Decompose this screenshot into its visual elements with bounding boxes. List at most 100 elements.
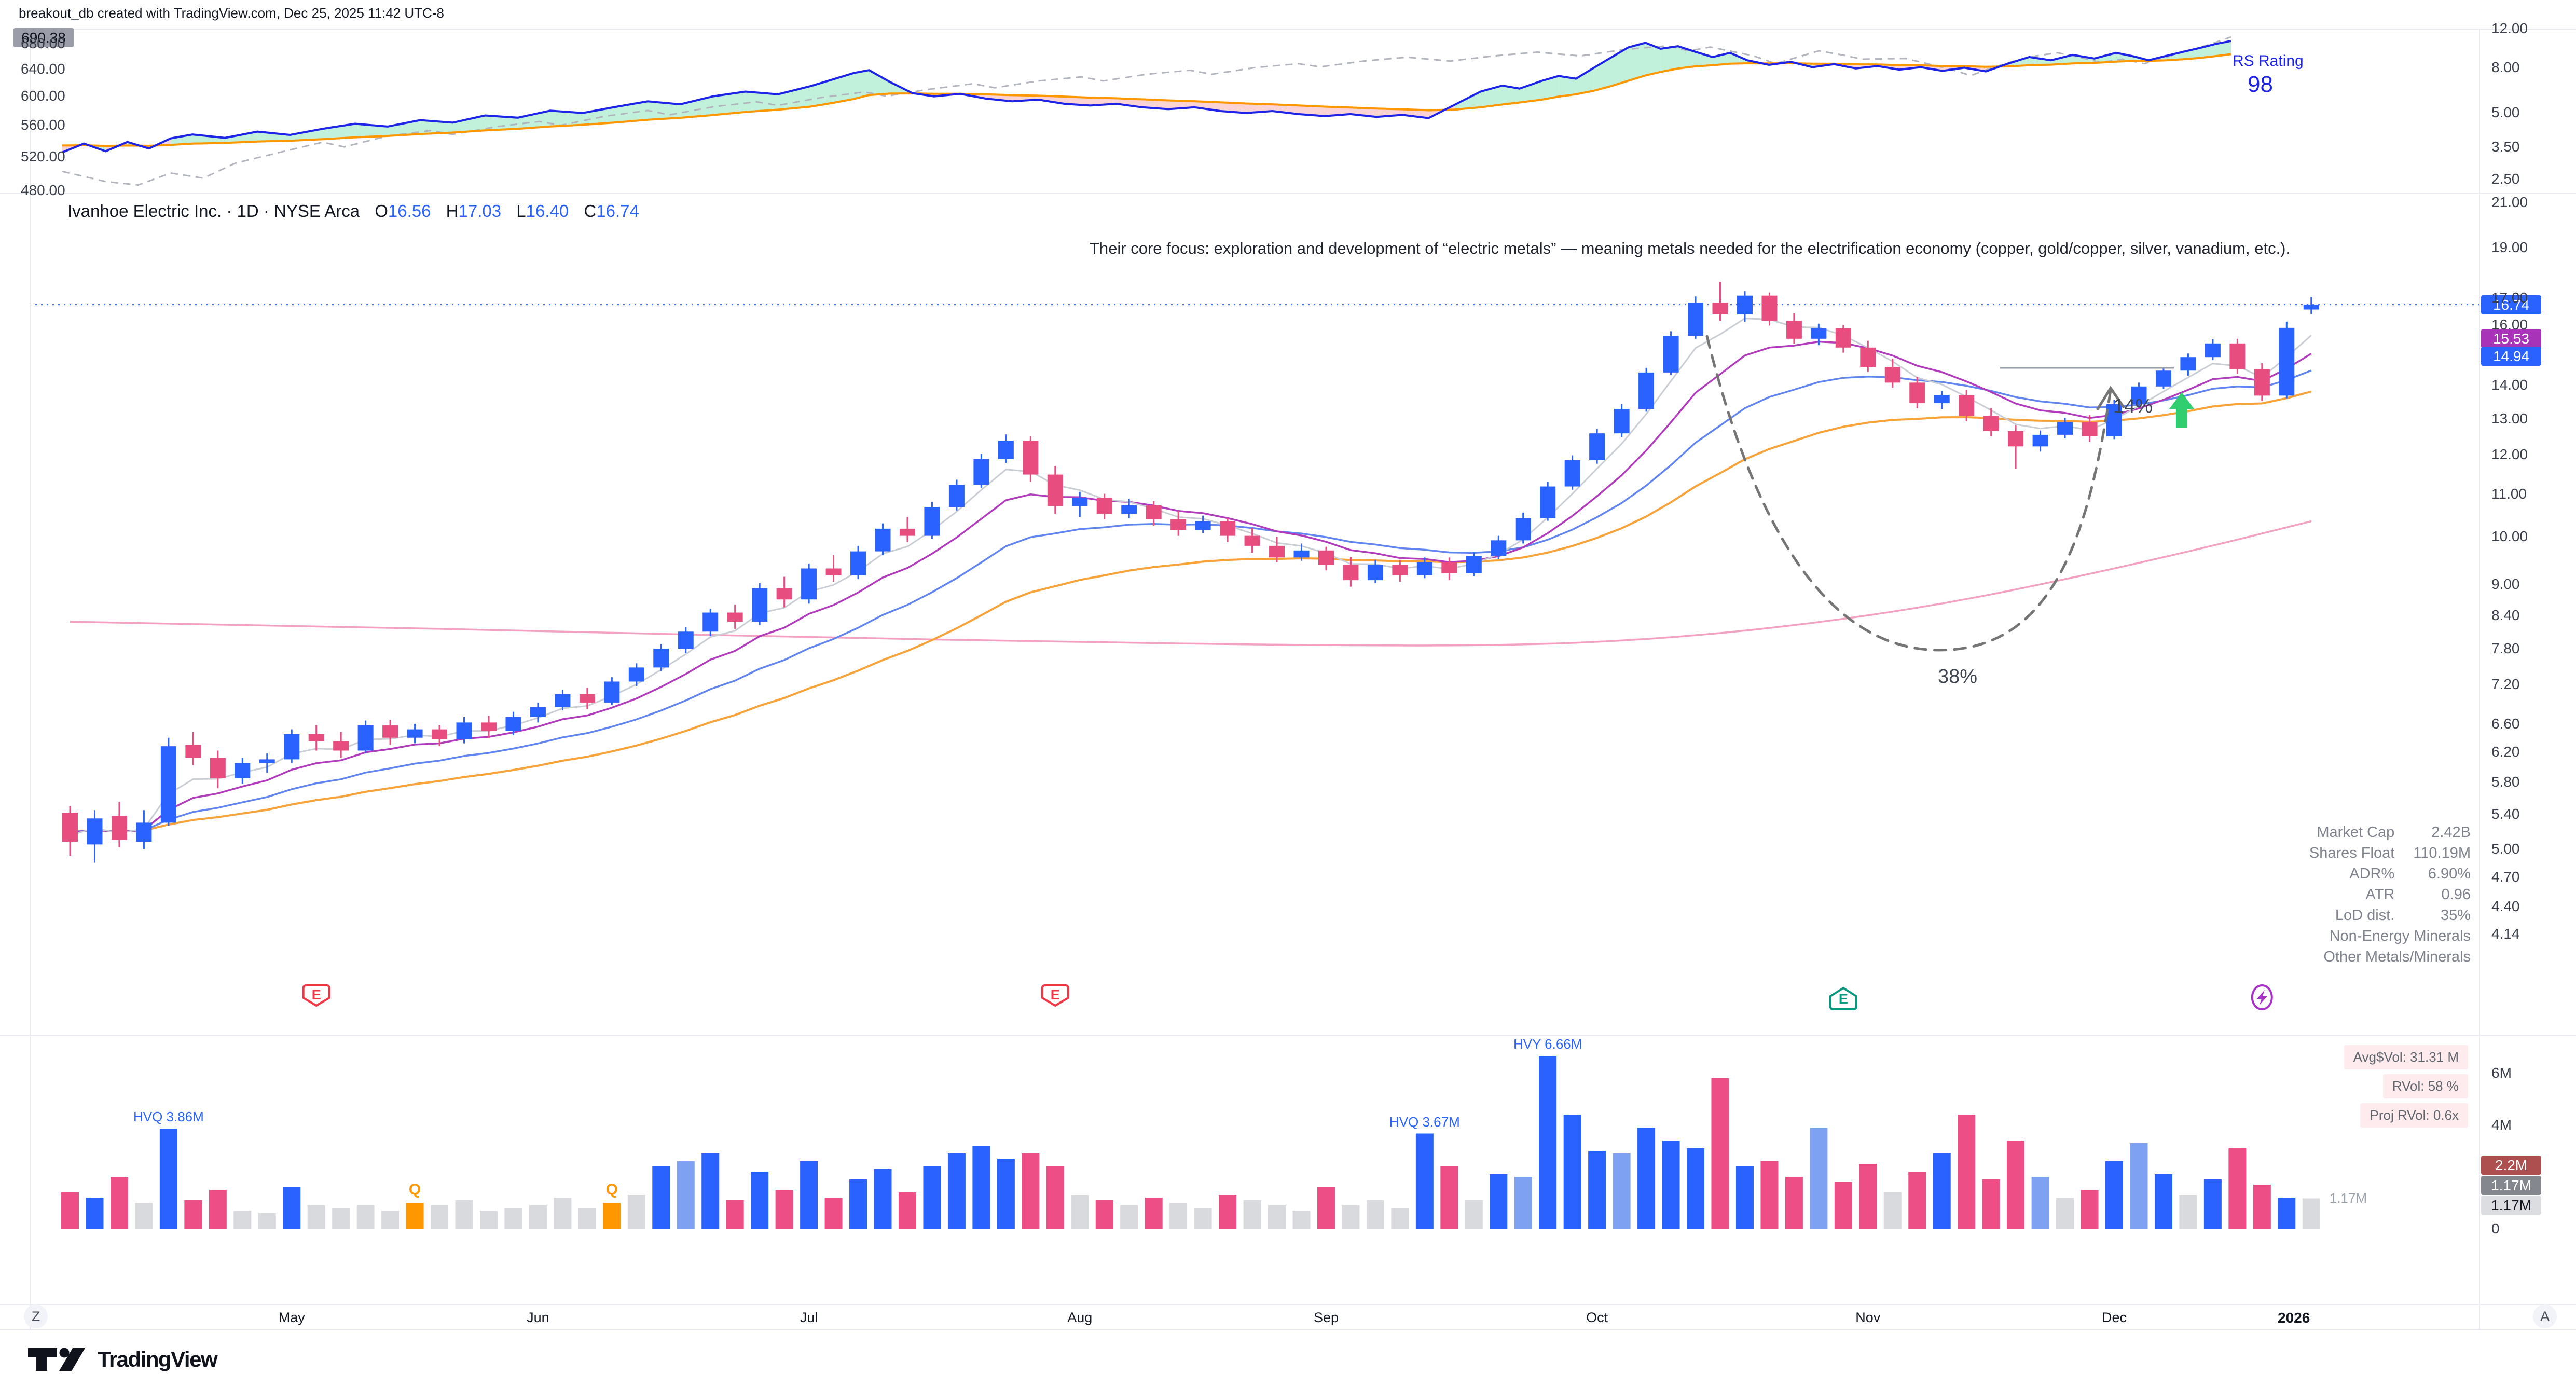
- price-scale-border[interactable]: [2479, 29, 2480, 1329]
- low-value: 16.40: [526, 201, 569, 221]
- volume-bar: [1613, 1153, 1631, 1229]
- volume-bar: [504, 1208, 522, 1229]
- candle-up: [555, 694, 571, 707]
- candle-up: [2180, 357, 2196, 371]
- month-label-sep[interactable]: Sep: [1313, 1310, 1339, 1325]
- candle-up: [1072, 498, 1088, 506]
- month-label-nov[interactable]: Nov: [1855, 1310, 1881, 1325]
- rs-fill-green: [1610, 47, 1628, 87]
- volume-bar: [1735, 1166, 1754, 1229]
- volume-bar: [2179, 1195, 2197, 1229]
- rs-fill-green: [290, 129, 323, 141]
- symbol-title[interactable]: Ivanhoe Electric Inc. · 1D · NYSE Arca: [67, 201, 360, 221]
- rs-fill-green: [615, 101, 648, 123]
- rs-fill-green: [1541, 76, 1559, 100]
- candle-down: [1884, 367, 1900, 383]
- volume-bar: [701, 1153, 720, 1229]
- month-label-dec[interactable]: Dec: [2101, 1310, 2127, 1325]
- volume-bar: [2203, 1179, 2222, 1229]
- earnings-up-icon[interactable]: E: [1829, 986, 1857, 1010]
- candle-down: [210, 758, 226, 778]
- candle-up: [1515, 518, 1531, 541]
- month-label-oct[interactable]: Oct: [1586, 1310, 1608, 1325]
- rs-main-divider: [0, 193, 2576, 194]
- candle-up: [456, 722, 472, 739]
- volume-bar: [923, 1166, 941, 1229]
- volume-bar: [898, 1192, 916, 1229]
- rs-fill-green: [1520, 81, 1541, 103]
- volume-bar: [775, 1190, 793, 1229]
- rs-fill-green: [832, 73, 854, 103]
- earnings-down-icon[interactable]: E: [1041, 984, 1069, 1007]
- tradingview-logo[interactable]: TradingView: [27, 1346, 218, 1373]
- month-label-jul[interactable]: Jul: [800, 1310, 818, 1325]
- price-tick-label: 7.20: [2491, 676, 2520, 693]
- volume-bar: [751, 1172, 769, 1229]
- volume-bar: [2105, 1161, 2124, 1229]
- rs-fill-green: [452, 115, 486, 133]
- candle-up: [653, 649, 669, 668]
- tradingview-logo-icon: [28, 1348, 85, 1371]
- month-label-jun[interactable]: Jun: [527, 1310, 549, 1325]
- volume-bar: [479, 1211, 498, 1229]
- earnings-down-icon[interactable]: E: [302, 984, 330, 1007]
- candle-down: [1269, 545, 1285, 558]
- year-label[interactable]: 2026: [2278, 1310, 2310, 1326]
- candle-up: [973, 459, 989, 485]
- last-volume-inchart-label: 1.17M: [2329, 1190, 2367, 1206]
- volume-bar: [406, 1203, 424, 1229]
- scroll-right-button[interactable]: A: [2533, 1304, 2557, 1328]
- rs-fill-green: [485, 115, 518, 131]
- symbol-legend[interactable]: Ivanhoe Electric Inc. · 1D · NYSE Arca O…: [67, 201, 639, 221]
- volume-bar: [1982, 1179, 2000, 1229]
- volume-badge-avg: 2.2M: [2481, 1156, 2541, 1175]
- rs-fill-green: [1678, 46, 1696, 68]
- rs-fill-green: [1695, 51, 1713, 66]
- candle-down: [1220, 521, 1236, 536]
- ma-blue-price-badge: 14.94: [2481, 347, 2541, 366]
- candle-up: [259, 759, 275, 763]
- candle-up: [1688, 303, 1704, 336]
- price-tick-label: 19.00: [2491, 239, 2528, 256]
- volume-bar: [972, 1146, 990, 1229]
- power-bolt-icon[interactable]: [2251, 984, 2273, 1010]
- volume-bar: [1071, 1195, 1089, 1229]
- ma-magenta-price-badge: 15.53: [2481, 329, 2541, 348]
- high-volume-label: HVY 6.66M: [1513, 1036, 1582, 1052]
- volume-bar: [1637, 1128, 1656, 1229]
- volume-bar: [1958, 1115, 1976, 1229]
- frame-top-divider: [30, 29, 2576, 30]
- main-volume-divider: [0, 1035, 2576, 1036]
- candle-up: [702, 612, 719, 632]
- volume-bar: [1687, 1148, 1705, 1229]
- volume-bar: [184, 1200, 202, 1229]
- volume-bar: [603, 1203, 621, 1229]
- candle-down: [480, 722, 497, 731]
- svg-text:E: E: [1051, 987, 1060, 1003]
- volume-bar: [1022, 1153, 1040, 1229]
- stats-row-market-cap: Market Cap 2.42B: [2309, 822, 2471, 843]
- rs-line: [62, 39, 2231, 154]
- stat-value: 35%: [2440, 907, 2471, 924]
- volume-bar: [947, 1153, 966, 1229]
- up-arrow-icon: [2169, 392, 2194, 428]
- candle-up: [1367, 565, 1383, 581]
- price-tick-label: 6.20: [2491, 744, 2520, 760]
- candle-down: [2229, 343, 2246, 369]
- high-value: 17.03: [458, 201, 502, 221]
- volume-bar: [2007, 1141, 2025, 1229]
- candle-up: [284, 734, 300, 760]
- scroll-left-button[interactable]: Z: [24, 1304, 48, 1328]
- month-label-aug[interactable]: Aug: [1067, 1310, 1093, 1325]
- plot-left-border: [30, 29, 31, 1329]
- month-label-may[interactable]: May: [278, 1310, 305, 1325]
- stat-value: 2.42B: [2431, 824, 2471, 841]
- volume-bar: [800, 1161, 818, 1229]
- stat-label: Market Cap: [2317, 824, 2395, 841]
- volume-bar: [2031, 1177, 2049, 1229]
- price-tick-label: 9.00: [2491, 575, 2520, 592]
- rvol-badge: RVol: 58 %: [2382, 1074, 2468, 1098]
- volume-bar: [233, 1211, 252, 1229]
- price-tick-label: 6.60: [2491, 716, 2520, 732]
